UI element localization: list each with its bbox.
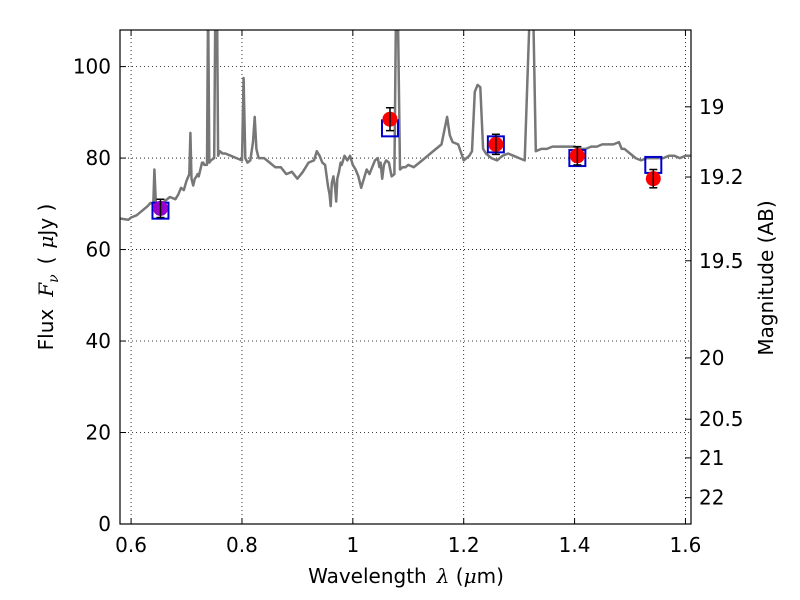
y-axis-title-unit-mu: μ (34, 236, 58, 249)
observed-points (152, 107, 661, 219)
x-axis-title-symbol: λ (436, 564, 450, 588)
y-tick-label: 0 (98, 512, 111, 536)
plot-area (119, 29, 692, 525)
x-tick-label: 0.8 (226, 533, 258, 557)
y-axis-title-symbol-sub: ν (46, 274, 62, 283)
plot-frame (119, 29, 692, 525)
x-tick-label: 1.4 (559, 533, 591, 557)
spectrum-line (120, 30, 691, 222)
y-tick-label: 80 (86, 146, 111, 170)
y2-tick-label: 22 (699, 486, 724, 510)
y2-tick-label: 20 (699, 346, 724, 370)
y-axis-title: Flux Fν ( μJy ) (34, 204, 62, 351)
y-tick-label: 40 (86, 329, 111, 353)
x-tick-label: 1 (346, 533, 359, 557)
y2-tick-label: 20.5 (699, 407, 744, 431)
x-axis-ticks: 0.6 0.8 1 1.2 1.4 1.6 (115, 30, 701, 557)
y2-tick-label: 19.5 (699, 249, 744, 273)
x-tick-label: 0.6 (115, 533, 147, 557)
y2-axis-ticks: 19 19.2 19.5 20 20.5 21 22 (685, 95, 744, 510)
y2-tick-label: 19.2 (699, 165, 744, 189)
y-tick-label: 100 (73, 55, 111, 79)
x-axis-title: Wavelength λ (μm) (308, 564, 504, 588)
x-tick-label: 1.6 (670, 533, 702, 557)
y-axis-ticks: 0 20 40 60 80 100 (73, 55, 126, 536)
y-tick-label: 20 (86, 421, 111, 445)
plot-background (120, 30, 691, 524)
y2-axis-title: Magnitude (AB) (754, 200, 778, 355)
y-axis-title-text: Flux (34, 309, 58, 351)
x-axis-title-unit-mu: μ (464, 564, 477, 588)
x-axis-title-text: Wavelength (308, 564, 427, 588)
y-axis-title-unit-close: Jy ) (34, 204, 58, 238)
y-axis-title-symbol: F (34, 282, 58, 298)
y2-tick-label: 19 (699, 95, 724, 119)
x-axis-title-unit-close: m) (477, 564, 504, 588)
y-tick-label: 60 (86, 238, 111, 262)
x-tick-label: 1.2 (448, 533, 480, 557)
y-axis-title-unit-open: ( (34, 257, 58, 265)
y2-tick-label: 21 (699, 446, 724, 470)
x-axis-title-unit-open: ( (449, 564, 463, 588)
